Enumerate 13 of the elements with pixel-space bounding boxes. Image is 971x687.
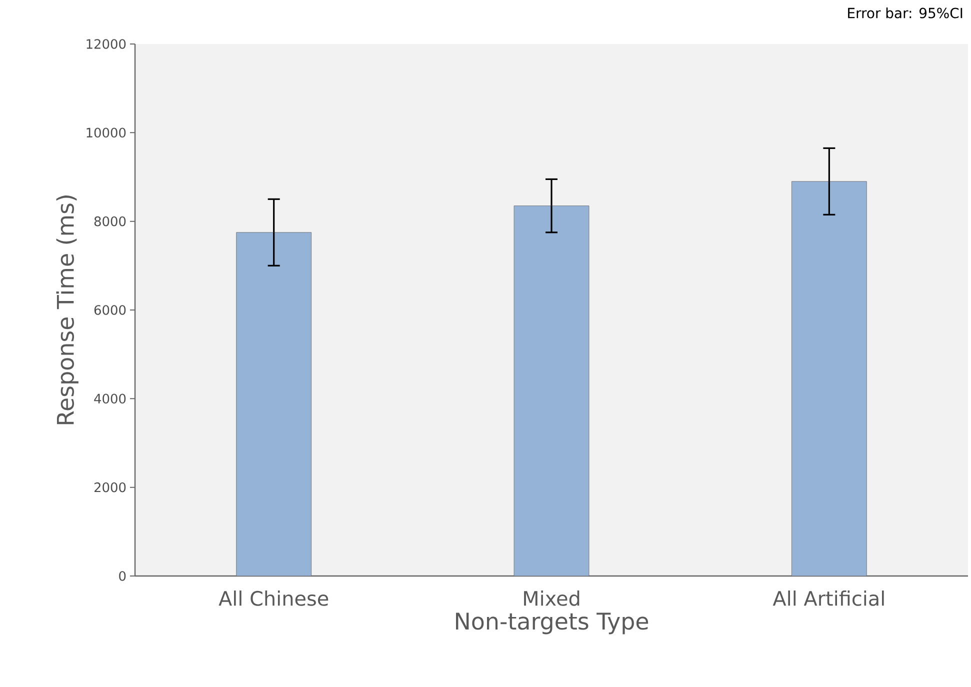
y-axis-title: Response Time (ms)	[56, 196, 78, 424]
y-tick-label: 6000	[94, 305, 126, 315]
x-axis-title: Non-targets Type	[456, 612, 648, 634]
y-tick-label: 12000	[86, 39, 126, 49]
y-tick-label: 10000	[86, 128, 126, 138]
y-tick-label: 4000	[94, 394, 126, 404]
y-tick-label: 0	[119, 571, 126, 581]
x-tick-label: All Artificial	[772, 590, 884, 606]
text: Error bar: 95%CI	[848, 8, 962, 18]
y-tick-label: 2000	[94, 482, 126, 492]
x-tick-label: All Chinese	[218, 590, 328, 606]
y-tick-label: 8000	[94, 216, 126, 226]
x-tick-label: Mixed	[524, 590, 580, 606]
